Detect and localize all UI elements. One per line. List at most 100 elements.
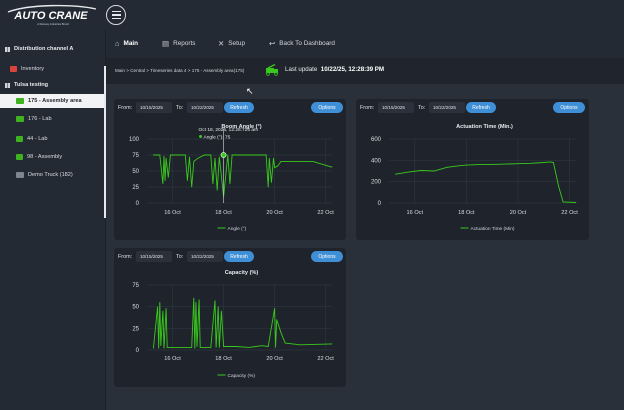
- data-point: [216, 189, 218, 191]
- home-icon: ⌂: [115, 39, 120, 48]
- sidebar-item-98[interactable]: 98 - Assembly: [0, 154, 106, 160]
- x-tick-label: 22 Oct: [561, 210, 578, 216]
- data-point: [276, 319, 278, 321]
- x-tick-label: 22 Oct: [317, 210, 334, 216]
- data-point: [267, 346, 269, 347]
- y-tick-label: 0: [378, 201, 382, 207]
- tooltip-value: Angle (°): 75: [204, 135, 231, 141]
- data-point: [214, 300, 216, 301]
- actuation-time-chart[interactable]: Actuation Time (Min.) 0 200 400 600 16 Oct 18 …: [356, 99, 589, 240]
- data-point: [159, 154, 161, 156]
- from-label: From:: [118, 254, 133, 260]
- grid-icon: [5, 82, 10, 88]
- to-date-input[interactable]: 10/22/2025: [187, 251, 223, 262]
- menu-toggle-button[interactable]: [106, 5, 126, 25]
- data-point: [163, 155, 165, 157]
- from-date-input[interactable]: 10/15/2025: [378, 102, 414, 113]
- data-point: [187, 180, 188, 181]
- breadcrumb-bar: Main > Central > Timeseries data 4 > 175…: [106, 58, 624, 84]
- data-point: [184, 154, 186, 156]
- data-point: [517, 163, 519, 165]
- sidebar-group-label: Tulsa testing: [14, 82, 49, 88]
- y-tick-label: 100: [129, 137, 140, 143]
- refresh-button[interactable]: Refresh: [224, 102, 254, 113]
- to-date-input[interactable]: 10/22/2025: [187, 102, 223, 113]
- grid-icon: [5, 46, 10, 52]
- data-point: [193, 161, 195, 162]
- sidebar-group-tulsa[interactable]: Tulsa testing: [0, 82, 106, 88]
- x-tick-label: 18 Oct: [458, 210, 475, 216]
- data-point: [215, 347, 217, 348]
- back-arrow-icon: ↩: [269, 39, 276, 48]
- x-tick-label: 20 Oct: [266, 356, 283, 362]
- data-point: [491, 164, 493, 165]
- series-line: [395, 161, 577, 203]
- data-point: [162, 310, 164, 312]
- tooltip-swatch: [199, 135, 203, 138]
- nav-back-dashboard[interactable]: ↩ Back To Dashboard: [269, 39, 335, 48]
- y-tick-label: 75: [132, 283, 139, 289]
- data-point: [280, 332, 282, 334]
- truck-icon: [16, 98, 24, 104]
- series-line: [153, 154, 333, 197]
- data-point: [212, 183, 214, 185]
- auto-crane-logo[interactable]: AUTO CRANE A Ramsey Industries Brand: [4, 3, 98, 27]
- boom-angle-chart[interactable]: Boom Angle (°) 0 25 50 75 100 16 Oct 18 Oct 20 O…: [114, 99, 346, 240]
- x-tick-label: 16 Oct: [164, 210, 181, 216]
- from-date-input[interactable]: 10/15/2025: [136, 102, 172, 113]
- data-point: [223, 346, 224, 347]
- to-label: To:: [176, 254, 184, 260]
- sidebar-channel[interactable]: Distribution channel A: [0, 46, 106, 52]
- data-point: [331, 343, 333, 345]
- nav-main[interactable]: ⌂ Main: [115, 39, 138, 48]
- data-point: [235, 346, 237, 347]
- data-point: [165, 157, 167, 159]
- y-tick-label: 75: [132, 153, 139, 159]
- y-tick-label: 50: [132, 305, 139, 311]
- inventory-icon: [10, 66, 17, 72]
- sidebar-scrollbar[interactable]: [104, 66, 106, 218]
- sidebar-item-176[interactable]: 176 - Lab: [0, 116, 106, 122]
- truck-status-icon: [266, 64, 278, 76]
- sidebar-item-175[interactable]: 175 - Assembly area: [0, 94, 106, 108]
- options-button[interactable]: Options: [311, 251, 343, 262]
- y-tick-label: 0: [136, 348, 140, 354]
- data-point: [191, 186, 193, 188]
- options-button[interactable]: Options: [311, 102, 343, 113]
- y-tick-label: 600: [371, 137, 382, 143]
- to-label: To:: [176, 105, 184, 111]
- nav-reports[interactable]: ▤ Reports: [162, 39, 195, 48]
- data-point: [214, 157, 216, 159]
- refresh-button[interactable]: Refresh: [224, 251, 254, 262]
- x-tick-label: 16 Oct: [164, 356, 181, 362]
- capacity-chart[interactable]: Capacity (%) 0 25 50 75 16 Oct 18 Oct 20 Oct 22 …: [114, 248, 346, 387]
- sidebar-item-inventory[interactable]: Inventory: [0, 66, 106, 72]
- sidebar-item-44[interactable]: 44 - Lab: [0, 136, 106, 142]
- data-point: [189, 156, 190, 158]
- data-point: [562, 201, 564, 203]
- main-nav: ⌂ Main ▤ Reports ✕ Setup ↩ Back To Dashb…: [106, 30, 624, 58]
- nav-setup-label: Setup: [228, 40, 245, 47]
- data-point: [504, 163, 506, 165]
- refresh-button[interactable]: Refresh: [466, 102, 496, 113]
- data-point: [277, 165, 279, 167]
- to-date-input[interactable]: 10/22/2025: [429, 102, 465, 113]
- crane-icon: [16, 154, 23, 160]
- sidebar-channel-label: Distribution channel A: [14, 46, 74, 52]
- from-date-input[interactable]: 10/15/2025: [136, 251, 172, 262]
- options-button[interactable]: Options: [553, 102, 585, 113]
- logo-tagline: A Ramsey Industries Brand: [37, 22, 69, 26]
- legend-label: Capacity (%): [228, 373, 256, 379]
- hover-point: [220, 152, 227, 158]
- last-update-value: 10/22/25, 12:28:39 PM: [320, 66, 385, 73]
- chart-title: Actuation Time (Min.): [456, 124, 513, 130]
- data-point: [167, 177, 169, 178]
- data-point: [261, 345, 263, 347]
- data-point: [530, 162, 532, 164]
- from-label: From:: [118, 105, 133, 111]
- nav-setup[interactable]: ✕ Setup: [218, 39, 245, 48]
- data-point: [198, 299, 200, 301]
- breadcrumb[interactable]: Main > Central > Timeseries data 4 > 175…: [115, 68, 245, 73]
- sidebar-item-demo-truck[interactable]: Demo Truck (182): [0, 172, 106, 178]
- data-point: [194, 347, 196, 349]
